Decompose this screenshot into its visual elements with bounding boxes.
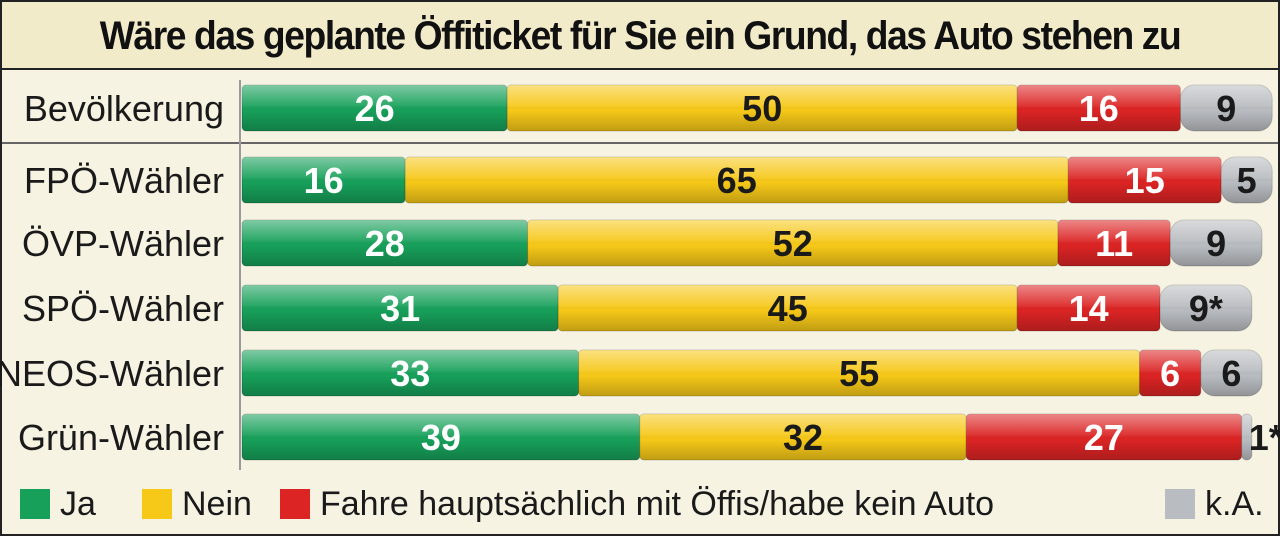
legend-swatch-oeffis <box>280 489 310 519</box>
bar-value-neos-wähler-4: 6 <box>1221 353 1241 394</box>
row-label-övp-wähler: ÖVP-Wähler <box>22 223 224 264</box>
bar-value-bevölkerung-2: 50 <box>742 88 782 129</box>
group-separator <box>2 142 1278 144</box>
bar-gloss-fpö-wähler-3 <box>1068 157 1222 203</box>
legend-item-ka: k.A. <box>1165 484 1264 523</box>
bar-row-spö-wähler: SPÖ-Wähler 31 45 14 9* <box>22 284 1253 332</box>
bar-gloss-spö-wähler-4 <box>1160 285 1252 331</box>
bar-gloss-spö-wähler-1 <box>242 285 559 331</box>
bar-gloss-fpö-wähler-2 <box>405 157 1069 203</box>
bar-value-fpö-wähler-4: 5 <box>1237 160 1257 201</box>
bar-value-fpö-wähler-1: 16 <box>304 160 344 201</box>
bar-row-fpö-wähler: FPÖ-Wähler 16 65 15 5 <box>24 156 1273 204</box>
row-label-grün-wähler: Grün-Wähler <box>18 417 224 458</box>
bar-gloss-neos-wähler-3 <box>1139 350 1201 396</box>
bar-row-bevölkerung: Bevölkerung 26 50 16 9 <box>24 84 1273 132</box>
bar-value-grün-wähler-4: 1* <box>1249 417 1280 458</box>
legend-item-nein: Nein <box>142 484 252 523</box>
bar-gloss-neos-wähler-2 <box>578 350 1140 396</box>
bar-gloss-fpö-wähler-1 <box>242 157 406 203</box>
row-label-bevölkerung: Bevölkerung <box>24 88 224 129</box>
bar-gloss-grün-wähler-1 <box>242 414 640 460</box>
bar-gloss-övp-wähler-4 <box>1170 220 1262 266</box>
bar-value-grün-wähler-3: 27 <box>1084 417 1124 458</box>
bar-gloss-övp-wähler-2 <box>527 220 1058 266</box>
row-label-spö-wähler: SPÖ-Wähler <box>22 288 224 329</box>
bar-gloss-bevölkerung-1 <box>242 85 508 131</box>
bar-gloss-neos-wähler-1 <box>242 350 579 396</box>
legend-swatch-ka <box>1165 489 1195 519</box>
bar-value-grün-wähler-1: 39 <box>421 417 461 458</box>
bar-value-grün-wähler-2: 32 <box>783 417 823 458</box>
bar-gloss-grün-wähler-2 <box>639 414 967 460</box>
bar-gloss-övp-wähler-1 <box>242 220 528 266</box>
bar-value-övp-wähler-4: 9 <box>1206 223 1226 264</box>
bar-gloss-övp-wähler-3 <box>1058 220 1171 266</box>
legend-label-ka: k.A. <box>1205 484 1264 523</box>
bar-value-neos-wähler-1: 33 <box>390 353 430 394</box>
bar-gloss-bevölkerung-4 <box>1180 85 1273 131</box>
bar-value-bevölkerung-4: 9 <box>1216 88 1236 129</box>
bar-gloss-spö-wähler-3 <box>1017 285 1160 331</box>
bar-value-spö-wähler-3: 14 <box>1069 288 1109 329</box>
bar-value-spö-wähler-2: 45 <box>768 288 808 329</box>
bar-value-neos-wähler-3: 6 <box>1160 353 1180 394</box>
legend-item-oeffis: Fahre hauptsächlich mit Öffis/habe kein … <box>280 484 995 523</box>
bar-gloss-neos-wähler-4 <box>1200 350 1262 396</box>
bar-gloss-grün-wähler-3 <box>966 414 1242 460</box>
bar-gloss-fpö-wähler-4 <box>1221 157 1273 203</box>
bar-value-fpö-wähler-2: 65 <box>717 160 757 201</box>
legend-label-ja: Ja <box>60 484 96 523</box>
legend: Ja Nein Fahre hauptsächlich mit Öffis/ha… <box>0 478 1280 528</box>
row-label-fpö-wähler: FPÖ-Wähler <box>24 160 224 201</box>
bar-row-neos-wähler: NEOS-Wähler 33 55 6 6 <box>0 349 1263 397</box>
bar-gloss-bevölkerung-2 <box>507 85 1018 131</box>
legend-swatch-ja <box>20 489 50 519</box>
bar-gloss-grün-wähler-4 <box>1241 414 1252 460</box>
bar-row-grün-wähler: Grün-Wähler 39 32 27 1* <box>18 413 1280 461</box>
bar-value-neos-wähler-2: 55 <box>839 353 879 394</box>
legend-swatch-nein <box>142 489 172 519</box>
stacked-bar-chart: Bevölkerung 26 50 16 9 FPÖ-Wähler 16 65 15 5 ÖVP-W… <box>0 80 1280 470</box>
bar-gloss-bevölkerung-3 <box>1017 85 1181 131</box>
bar-gloss-spö-wähler-2 <box>558 285 1018 331</box>
bar-value-övp-wähler-2: 52 <box>773 223 813 264</box>
bar-row-övp-wähler: ÖVP-Wähler 28 52 11 9 <box>22 219 1263 267</box>
legend-label-nein: Nein <box>182 484 252 523</box>
bar-value-spö-wähler-1: 31 <box>380 288 420 329</box>
bar-value-fpö-wähler-3: 15 <box>1125 160 1165 201</box>
legend-item-ja: Ja <box>20 484 96 523</box>
bar-value-spö-wähler-4: 9* <box>1189 288 1223 329</box>
legend-label-oeffis: Fahre hauptsächlich mit Öffis/habe kein … <box>320 484 995 523</box>
bar-value-bevölkerung-3: 16 <box>1079 88 1119 129</box>
bar-value-övp-wähler-1: 28 <box>365 223 405 264</box>
bar-value-bevölkerung-1: 26 <box>355 88 395 129</box>
bar-value-övp-wähler-3: 11 <box>1095 223 1133 264</box>
row-label-neos-wähler: NEOS-Wähler <box>0 353 224 394</box>
